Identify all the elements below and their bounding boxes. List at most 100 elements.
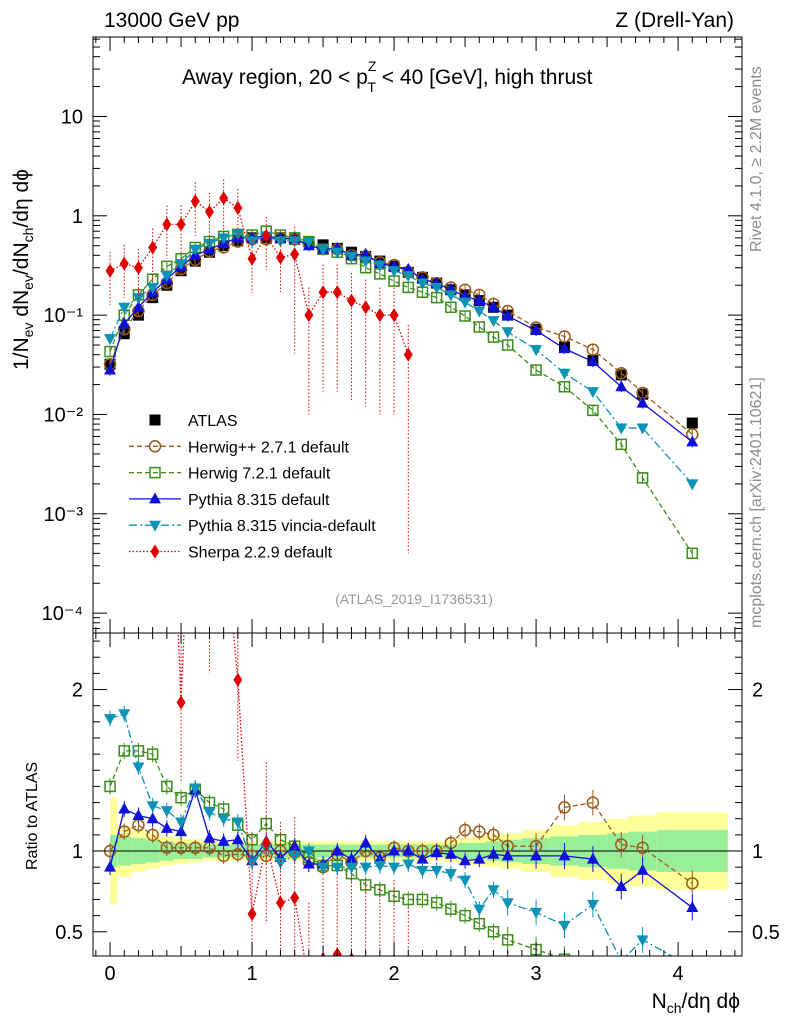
data-point [586, 343, 600, 356]
data-point [203, 238, 216, 250]
ratio-point [373, 861, 386, 873]
data-point [459, 297, 472, 309]
data-point [487, 316, 500, 328]
ratio-point [132, 808, 145, 820]
data-point [217, 233, 230, 245]
ratio-point [176, 695, 186, 710]
ratio-point [686, 901, 699, 913]
data-point [162, 217, 172, 232]
data-point [686, 435, 699, 447]
ratio-point [636, 863, 649, 875]
title-suffix: < 40 [GeV], high thrust [376, 66, 593, 89]
ratio-point [274, 833, 287, 846]
ratio-point [217, 814, 230, 826]
ratio-point [132, 745, 145, 757]
ratio-point [487, 847, 500, 859]
data-point [361, 300, 371, 315]
ratio-point [359, 862, 372, 874]
main-series-ATLAS [104, 232, 698, 429]
data-point [388, 266, 401, 278]
ratio-point [290, 890, 300, 905]
axes-layer: 10⁻⁴ 10⁻³ 10⁻² 10⁻¹ 1 10 0.5 0.5 1 1 2 2 0 1 2 3 4 [42, 36, 780, 985]
xtick-label: 4 [673, 963, 684, 985]
ratio-point [104, 780, 116, 793]
data-point [331, 247, 344, 259]
data-point [318, 285, 328, 300]
ratio-point [459, 909, 471, 922]
data-point [317, 244, 330, 256]
data-point [473, 294, 486, 306]
ratio-point [365, 955, 367, 956]
ratio-point [501, 934, 514, 946]
ratio-point [203, 831, 216, 843]
legend-entry-vincia: Pythia 8.315 vincia-default [129, 518, 376, 535]
main-ytick-label: 10⁻¹ [44, 305, 84, 327]
legend-entry-pythia: Pythia 8.315 default [129, 492, 330, 509]
xtick-label: 3 [531, 963, 542, 985]
ratio-ylabel: Ratio to ATLAS [24, 762, 41, 870]
ratio-point [104, 714, 117, 726]
ratio-point [616, 962, 626, 972]
legend-entry-herwig7: Herwig 7.2.1 default [129, 466, 331, 483]
ratio-point [317, 862, 330, 874]
data-point [558, 330, 571, 343]
ratio-point [118, 745, 130, 757]
ratio-point [586, 852, 599, 864]
data-point [160, 271, 173, 283]
data-point [445, 301, 457, 314]
ratio-point [275, 895, 285, 910]
legend-marker [150, 544, 160, 559]
ratio-point [636, 935, 649, 947]
ratio-point [402, 859, 415, 871]
legend-entry-sherpa: Sherpa 2.2.9 default [129, 544, 333, 562]
data-point [261, 228, 271, 243]
ratio-point [175, 825, 188, 837]
ratio-point [458, 823, 472, 837]
data-point [530, 324, 543, 336]
ratio-point [233, 672, 243, 687]
ratio-point [686, 963, 698, 974]
ratio-point [402, 893, 415, 906]
series-line [109, 235, 693, 443]
ratio-ytick-label-right: 0.5 [752, 922, 780, 944]
legend-label: Pythia 8.315 vincia-default [188, 518, 376, 535]
ratio-point [134, 521, 143, 535]
ratio-point [404, 981, 413, 995]
data-point [275, 250, 285, 265]
ratio-point [687, 966, 697, 976]
main-series-herwig7 [104, 225, 699, 560]
ratio-point [146, 812, 159, 824]
ratio-point [473, 904, 486, 916]
data-point [119, 256, 129, 271]
ratio-point [146, 801, 159, 813]
ratio-point [473, 852, 486, 864]
ratio-point [345, 862, 358, 874]
data-point [345, 251, 358, 263]
title-prefix: Away region, 20 < p [182, 66, 368, 89]
ratio-point [558, 801, 571, 814]
ratio-point [217, 834, 230, 846]
ratio-point [375, 959, 384, 973]
ratio-point [302, 857, 315, 869]
data-point [302, 237, 315, 249]
ratio-point [402, 844, 415, 856]
ratio-point [430, 865, 443, 877]
data-point [332, 285, 342, 300]
ratio-series-layer [103, 521, 699, 995]
data-point [586, 387, 599, 399]
ratio-point [487, 926, 500, 938]
ratio-point [615, 956, 627, 967]
main-ytick-label: 10⁻² [44, 404, 84, 426]
mcplots-label: mcplots.cern.ch [arXiv:2401.10621] [748, 377, 765, 628]
ratio-point [175, 791, 187, 804]
ratio-point [686, 877, 699, 890]
data-point [118, 317, 131, 329]
ratio-point [615, 838, 628, 851]
main-ylabel: 1/Nev dNev/dNch/dη dϕ [10, 169, 36, 370]
ratio-point [444, 847, 457, 859]
data-point [686, 417, 698, 429]
data-point [473, 321, 486, 333]
ratio-point [302, 846, 315, 858]
data-point [558, 381, 571, 393]
